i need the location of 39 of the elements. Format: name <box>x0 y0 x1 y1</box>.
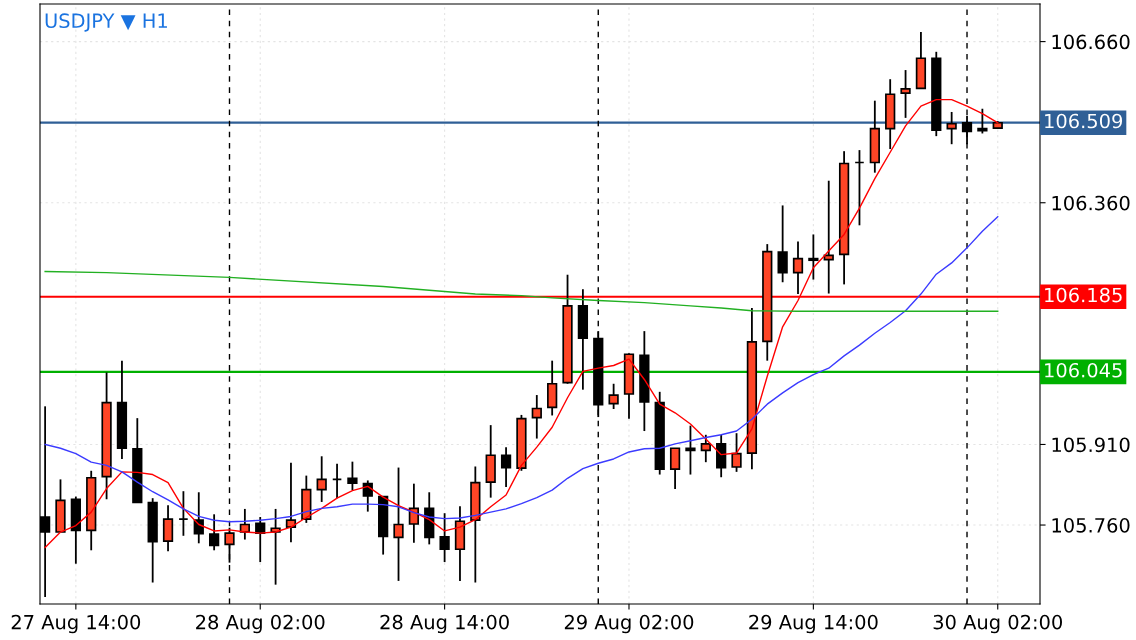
candlestick <box>224 526 235 564</box>
x-tick-label: 28 Aug 14:00 <box>380 614 509 634</box>
x-tick-label: 29 Aug 02:00 <box>564 614 694 634</box>
candlestick <box>977 107 988 135</box>
y-tick-label: 105.910 <box>1052 437 1130 453</box>
y-tick-label: 105.760 <box>1052 517 1130 533</box>
candlestick <box>946 111 957 146</box>
candlestick <box>608 382 619 410</box>
y-tick-label: 106.660 <box>1052 34 1130 50</box>
ref-line-label: 106.509 <box>1045 113 1123 129</box>
candlestick <box>777 204 788 284</box>
candlestick <box>285 461 297 544</box>
candlestick <box>500 446 512 488</box>
candlestick <box>669 447 681 490</box>
candlestick <box>270 508 281 586</box>
x-tick-label: 28 Aug 02:00 <box>196 614 325 634</box>
candlestick <box>347 460 358 492</box>
candlestick <box>393 466 404 582</box>
candlestick <box>792 240 804 295</box>
candlestick <box>208 513 220 552</box>
candlestick <box>731 432 742 473</box>
candlestick <box>439 512 450 564</box>
candlestick <box>316 455 327 503</box>
candlestick <box>531 394 542 440</box>
candlestick <box>685 424 696 476</box>
ref-line-label: 106.185 <box>1045 287 1122 303</box>
x-tick-label: 27 Aug 14:00 <box>11 614 141 634</box>
candlestick <box>700 433 711 464</box>
candlestick <box>547 359 558 417</box>
candlestick <box>900 69 911 119</box>
x-tick-label: 30 Aug 02:00 <box>933 614 1063 634</box>
candlestick <box>823 179 834 295</box>
chart-title: USDJPY ▼ H1 <box>45 13 167 32</box>
candlestick <box>808 233 819 281</box>
y-tick-label: 106.360 <box>1052 195 1130 211</box>
candlestick <box>162 504 174 553</box>
ref-line-label: 106.045 <box>1045 362 1122 378</box>
x-tick-label: 29 Aug 14:00 <box>749 614 878 634</box>
candlestick <box>716 433 727 479</box>
